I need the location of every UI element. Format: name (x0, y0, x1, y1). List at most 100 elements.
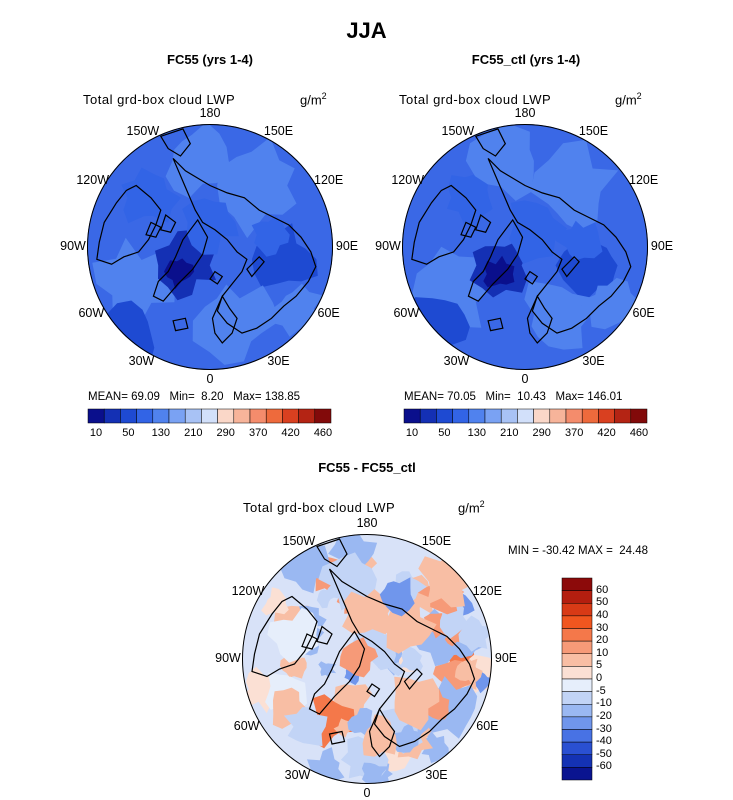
contour-region (272, 687, 306, 729)
contour-region (251, 223, 318, 288)
colorbar-swatch (468, 408, 486, 424)
lon-label: 180 (199, 106, 221, 120)
colorbar-tick-label: 420 (597, 427, 616, 439)
lon-label: 60E (317, 305, 340, 320)
colorbar-swatch (517, 408, 534, 424)
colorbar-swatch (561, 603, 593, 617)
colorbar-swatch (136, 408, 154, 424)
lon-label: 120W (76, 172, 109, 187)
contour-region (393, 722, 423, 753)
colorbar-tick-label: -50 (596, 747, 612, 760)
lon-label: 180 (514, 106, 536, 120)
coastline (328, 730, 346, 745)
lon-label: 150E (263, 123, 294, 138)
colorbar-swatch (565, 408, 583, 424)
contour-region (555, 220, 603, 261)
coastline (251, 595, 318, 678)
colorbar-swatch (561, 704, 593, 718)
contour-region (121, 167, 182, 224)
panel2-title: FC55_ctl (yrs 1-4) (471, 52, 581, 67)
colorbar-tick-label: 20 (596, 634, 609, 647)
colorbar-swatch (403, 408, 421, 424)
lon-label: 60W (78, 305, 105, 320)
contour-region (418, 551, 479, 608)
colorbar-swatch (561, 691, 593, 705)
panel2-polar-map (402, 124, 648, 370)
contour-region (92, 237, 177, 330)
lon-label: 60W (233, 718, 260, 733)
coastline (411, 184, 477, 265)
contour-region (399, 646, 423, 672)
colorbar-tick-label: -40 (596, 735, 612, 748)
contour-region (318, 661, 337, 678)
coastline (561, 255, 580, 278)
lon-label: 0 (206, 372, 214, 386)
panel3-colorbar (561, 577, 593, 781)
colorbar-swatch (419, 408, 437, 424)
contour-region (333, 718, 352, 738)
panel2-units: g/m2 (615, 91, 642, 108)
colorbar-swatch (120, 408, 137, 424)
contour-region (379, 577, 415, 617)
coastline (526, 294, 553, 344)
coastline (368, 707, 396, 758)
colorbar-swatch (298, 408, 316, 424)
colorbar-swatch (561, 653, 593, 667)
colorbar-tick-label: -30 (596, 722, 612, 735)
lon-label: 120W (391, 172, 424, 187)
coastline (403, 668, 423, 691)
coastline (96, 184, 162, 265)
contour-region (509, 200, 568, 264)
colorbar-swatch (282, 408, 299, 424)
colorbar-swatch (561, 716, 593, 730)
coastline (246, 255, 265, 278)
colorbar-swatch (561, 767, 593, 781)
panel2-stats: MEAN= 70.05 Min= 10.43 Max= 146.01 (404, 391, 623, 403)
colorbar-tick-label: 0 (596, 672, 603, 684)
lon-label: 90W (215, 651, 241, 665)
lon-label: 90W (375, 239, 401, 253)
coastline (487, 317, 504, 332)
contour-region (524, 281, 592, 350)
colorbar-tick-label: 10 (405, 427, 419, 439)
contour-region (347, 707, 373, 736)
colorbar-swatch (217, 408, 235, 424)
colorbar-tick-label: 130 (467, 427, 487, 439)
contour-region (192, 284, 280, 365)
coastline (316, 625, 333, 645)
colorbar-swatch (549, 408, 567, 424)
lon-label: 30W (443, 354, 470, 369)
colorbar-tick-label: 50 (596, 596, 609, 609)
colorbar-swatch (561, 615, 593, 629)
colorbar-swatch (184, 408, 202, 424)
colorbar-swatch (87, 408, 105, 424)
coastline (160, 214, 177, 233)
contour-region (316, 587, 337, 609)
colorbar-tick-label: -60 (596, 760, 612, 773)
panel1-polar-map (87, 124, 333, 370)
colorbar-tick-label: 5 (596, 659, 603, 672)
coastline (308, 630, 366, 715)
colorbar-swatch (561, 741, 593, 755)
colorbar-swatch (484, 408, 502, 424)
panel3-units: g/m2 (458, 499, 485, 516)
panel1-field-label: Total grd-box cloud LWP (83, 92, 236, 107)
coastline (172, 158, 317, 334)
lon-label: 90E (650, 239, 674, 253)
colorbar-tick-label: 10 (89, 427, 103, 439)
colorbar-tick-label: 290 (216, 427, 235, 439)
colorbar-swatch (168, 408, 186, 424)
colorbar-swatch (201, 408, 218, 424)
lon-label: 60W (393, 305, 420, 320)
contour-region (362, 714, 397, 757)
coastline (159, 128, 192, 157)
colorbar-swatch (561, 678, 593, 692)
contour-region (530, 139, 619, 233)
map-border (242, 534, 492, 784)
coastline (301, 633, 318, 650)
coastline (467, 218, 524, 302)
coastline (316, 538, 348, 568)
lon-label: 150W (282, 534, 316, 549)
colorbar-tick-label: 370 (248, 427, 268, 439)
contour-region (454, 658, 483, 682)
